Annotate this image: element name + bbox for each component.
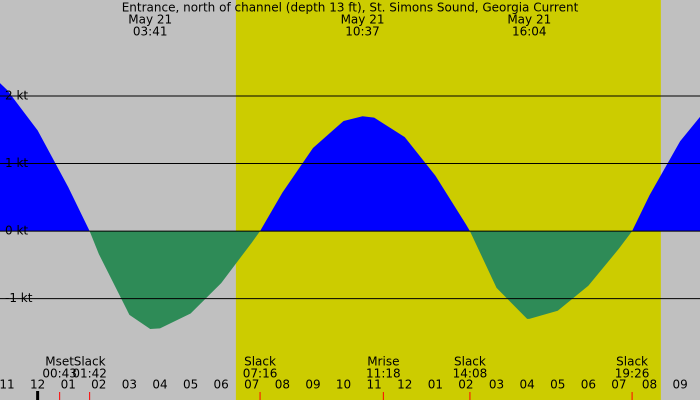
y-tick-label: -1 kt xyxy=(5,291,33,305)
x-tick-label: 05 xyxy=(550,378,565,392)
x-tick-label: 12 xyxy=(397,378,412,392)
event-time: 14:08 xyxy=(453,367,488,381)
event-date: May 21 xyxy=(507,13,551,27)
x-tick-label: 03 xyxy=(489,378,504,392)
event-time: 11:18 xyxy=(366,367,401,381)
x-tick-label: 06 xyxy=(581,378,596,392)
x-tick-label: 11 xyxy=(367,378,382,392)
event-time: 01:42 xyxy=(72,367,107,381)
event-time: 16:04 xyxy=(512,25,547,39)
x-tick-label: 08 xyxy=(642,378,657,392)
event-label: Slack xyxy=(616,355,648,369)
x-tick-label: 10 xyxy=(336,378,351,392)
x-tick-label: 09 xyxy=(305,378,320,392)
x-tick-label: 02 xyxy=(458,378,473,392)
x-tick-label: 12 xyxy=(30,378,45,392)
event-label: Mset xyxy=(45,355,74,369)
x-tick-label: 03 xyxy=(122,378,137,392)
event-label: Slack xyxy=(454,355,486,369)
event-time: 03:41 xyxy=(133,25,168,39)
event-label: Slack xyxy=(244,355,276,369)
x-tick-label: 05 xyxy=(183,378,198,392)
x-tick-label: 06 xyxy=(214,378,229,392)
x-tick-label: 04 xyxy=(152,378,167,392)
x-tick-label: 04 xyxy=(520,378,535,392)
chart-title: Entrance, north of channel (depth 13 ft)… xyxy=(122,1,579,15)
event-date: May 21 xyxy=(128,13,172,27)
x-tick-label: 01 xyxy=(61,378,76,392)
x-tick-label: 09 xyxy=(672,378,687,392)
x-tick-label: 11 xyxy=(0,378,15,392)
y-tick-label: 0 kt xyxy=(5,224,28,238)
event-date: May 21 xyxy=(341,13,385,27)
plot xyxy=(0,83,700,330)
flood-area xyxy=(0,83,700,232)
y-tick-label: 2 kt xyxy=(5,88,28,102)
event-time: 07:16 xyxy=(243,367,278,381)
event-label: Mrise xyxy=(367,355,399,369)
x-tick-label: 02 xyxy=(91,378,106,392)
y-tick-label: 1 kt xyxy=(5,156,28,170)
ebb-area xyxy=(89,231,633,330)
x-tick-label: 01 xyxy=(428,378,443,392)
event-label: Slack xyxy=(74,355,106,369)
event-time: 00:43 xyxy=(42,367,77,381)
x-tick-label: 08 xyxy=(275,378,290,392)
event-time: 10:37 xyxy=(345,25,380,39)
x-tick-label: 07 xyxy=(244,378,259,392)
event-time: 19:26 xyxy=(615,367,650,381)
x-tick-label: 07 xyxy=(611,378,626,392)
